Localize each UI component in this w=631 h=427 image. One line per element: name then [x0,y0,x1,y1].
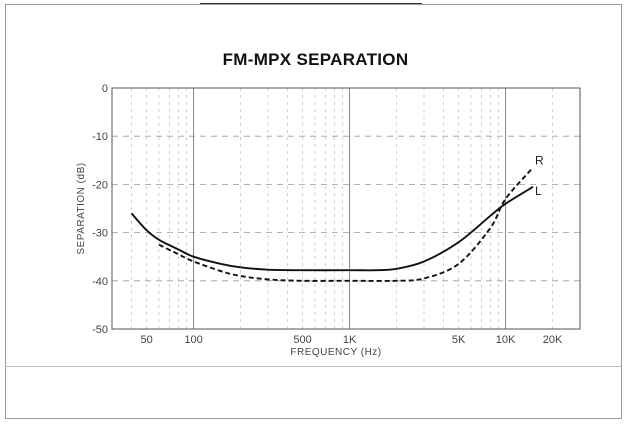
x-tick-label: 10K [496,334,516,346]
bottom-divider [5,366,622,367]
x-tick-label: 100 [184,334,202,346]
series-label-l: L [535,184,542,198]
y-axis-label: SEPARATION (dB) [76,162,87,254]
series-label-r: R [535,154,544,168]
figure-frame [5,4,622,419]
x-tick-label: 50 [140,334,152,346]
chart-title: FM-MPX SEPARATION [222,50,409,69]
y-tick-label: -50 [92,324,108,336]
x-tick-label: 1K [343,334,357,346]
plot-border [111,87,581,330]
series-line-l [130,185,534,272]
tick-labels: 0 -10 -20 -30 -40 -50 50 100 500 1K 5K 10K 20K L R [92,83,563,346]
series-layer [130,166,534,282]
x-tick-label: 20K [543,334,563,346]
x-axis-label: FREQUENCY (Hz) [290,347,381,358]
x-tick-label: 5K [452,334,466,346]
series-line-r [158,166,534,282]
top-rule [200,3,422,4]
y-tick-label: -20 [92,179,108,191]
grid [112,88,580,329]
y-tick-label: -30 [92,228,108,240]
y-tick-label: -10 [92,131,108,143]
y-tick-label: 0 [102,83,108,95]
y-tick-label: -40 [92,276,108,288]
x-tick-label: 500 [293,334,311,346]
